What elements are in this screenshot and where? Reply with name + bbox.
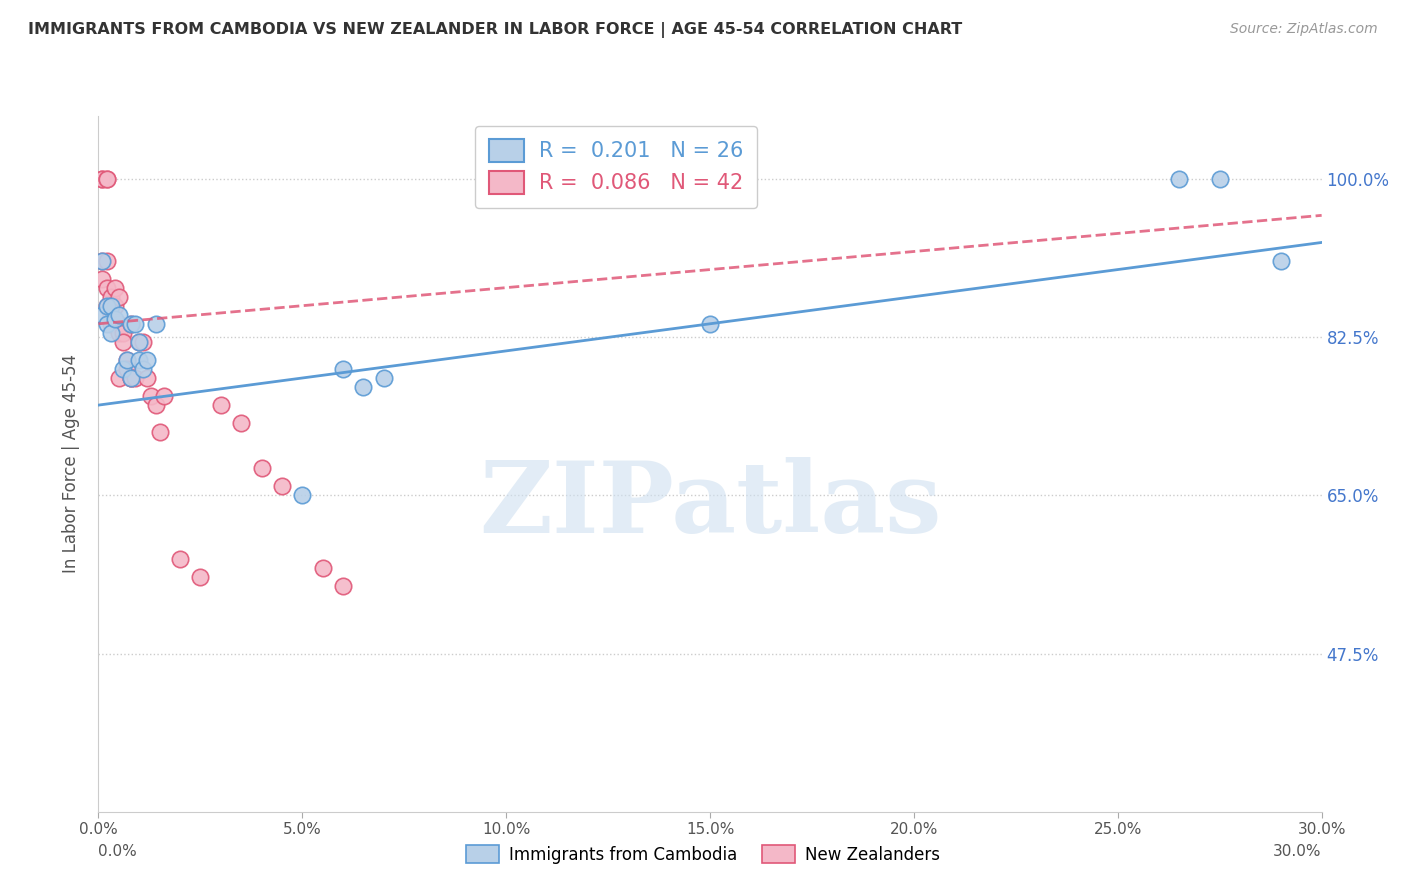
Point xyxy=(100,299,122,313)
Text: Source: ZipAtlas.com: Source: ZipAtlas.com xyxy=(1230,22,1378,37)
Point xyxy=(91,253,114,268)
Text: IMMIGRANTS FROM CAMBODIA VS NEW ZEALANDER IN LABOR FORCE | AGE 45-54 CORRELATION: IMMIGRANTS FROM CAMBODIA VS NEW ZEALANDE… xyxy=(28,22,962,38)
Point xyxy=(209,398,232,412)
Point xyxy=(312,560,335,574)
Point xyxy=(108,317,131,331)
Point xyxy=(120,371,142,385)
Text: 0.0%: 0.0% xyxy=(98,845,138,859)
Text: ZIPatlas: ZIPatlas xyxy=(479,457,941,554)
Point xyxy=(100,290,122,304)
Point xyxy=(250,461,273,475)
Text: 30.0%: 30.0% xyxy=(1274,845,1322,859)
Point xyxy=(115,353,138,368)
Point xyxy=(100,326,122,340)
Point xyxy=(188,570,212,584)
Point xyxy=(104,299,127,313)
Point xyxy=(100,308,122,322)
Point xyxy=(373,371,395,385)
Point xyxy=(108,290,131,304)
Point xyxy=(96,280,118,294)
Point xyxy=(1167,172,1189,186)
Point xyxy=(124,371,146,385)
Point xyxy=(120,317,142,331)
Point xyxy=(128,334,150,349)
Point xyxy=(332,579,354,593)
Point xyxy=(96,317,118,331)
Point xyxy=(120,371,142,385)
Point xyxy=(115,362,138,376)
Point xyxy=(145,317,167,331)
Legend: R =  0.201   N = 26, R =  0.086   N = 42: R = 0.201 N = 26, R = 0.086 N = 42 xyxy=(475,126,758,208)
Point xyxy=(120,317,142,331)
Point xyxy=(1209,172,1232,186)
Point xyxy=(136,353,159,368)
Point xyxy=(120,371,142,385)
Point xyxy=(104,280,127,294)
Point xyxy=(96,172,118,186)
Point xyxy=(111,362,134,376)
Point xyxy=(169,551,191,566)
Point xyxy=(115,353,138,368)
Point xyxy=(332,362,354,376)
Point xyxy=(128,334,150,349)
Point xyxy=(231,416,253,430)
Point xyxy=(91,253,114,268)
Point xyxy=(136,371,159,385)
Point xyxy=(128,353,150,368)
Point xyxy=(104,312,127,326)
Point xyxy=(145,398,167,412)
Point xyxy=(96,253,118,268)
Point xyxy=(149,425,172,440)
Point xyxy=(291,488,314,502)
Point xyxy=(152,389,174,403)
Point xyxy=(91,172,114,186)
Point xyxy=(699,317,721,331)
Point xyxy=(96,299,118,313)
Point xyxy=(108,308,131,322)
Y-axis label: In Labor Force | Age 45-54: In Labor Force | Age 45-54 xyxy=(62,354,80,574)
Point xyxy=(1270,253,1292,268)
Point xyxy=(96,172,118,186)
Point xyxy=(91,308,114,322)
Point xyxy=(352,380,374,394)
Point xyxy=(132,334,155,349)
Point xyxy=(111,326,134,340)
Point xyxy=(100,299,122,313)
Point xyxy=(108,326,131,340)
Point xyxy=(108,371,131,385)
Point xyxy=(100,317,122,331)
Point xyxy=(270,479,294,493)
Point xyxy=(111,334,134,349)
Point xyxy=(124,317,146,331)
Point xyxy=(132,362,155,376)
Point xyxy=(141,389,163,403)
Point xyxy=(91,271,114,285)
Legend: Immigrants from Cambodia, New Zealanders: Immigrants from Cambodia, New Zealanders xyxy=(458,838,948,871)
Point xyxy=(91,172,114,186)
Point xyxy=(96,299,118,313)
